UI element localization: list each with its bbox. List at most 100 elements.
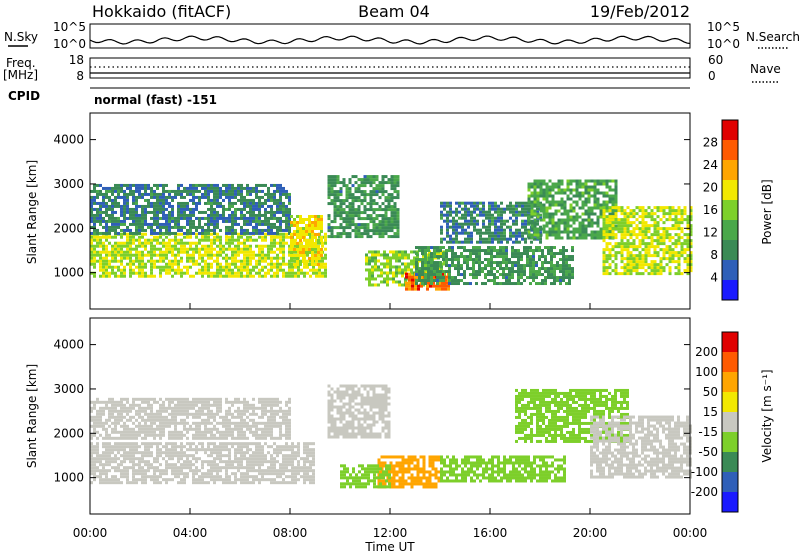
data-cell	[528, 234, 531, 237]
data-cell	[231, 251, 234, 254]
data-cell	[213, 466, 216, 469]
data-cell	[433, 264, 436, 267]
data-cell	[582, 225, 585, 228]
data-cell	[261, 454, 264, 457]
data-cell	[524, 223, 527, 226]
data-cell	[440, 229, 443, 232]
data-cell	[553, 273, 556, 276]
data-cell	[597, 183, 600, 186]
data-cell	[411, 288, 414, 291]
data-cell	[246, 445, 249, 448]
data-cell	[470, 241, 473, 244]
data-cell	[374, 259, 377, 262]
data-cell	[340, 199, 343, 202]
data-cell	[612, 210, 615, 213]
data-cell	[553, 270, 556, 273]
data-cell	[135, 220, 138, 223]
data-cell	[490, 261, 493, 264]
data-cell	[535, 276, 538, 279]
data-cell	[168, 245, 171, 248]
data-cell	[249, 448, 252, 451]
data-cell	[276, 211, 279, 214]
data-cell	[105, 457, 108, 460]
data-cell	[138, 457, 141, 460]
data-cell	[174, 466, 177, 469]
data-cell	[153, 196, 156, 199]
data-cell	[156, 481, 159, 484]
data-cell	[521, 226, 524, 229]
data-cell	[99, 184, 102, 187]
data-cell	[606, 180, 609, 183]
data-cell	[391, 196, 394, 199]
data-cell	[648, 215, 651, 218]
data-cell	[216, 190, 219, 193]
data-cell	[308, 221, 311, 224]
data-cell	[524, 220, 527, 223]
data-cell	[225, 266, 228, 269]
data-cell	[240, 190, 243, 193]
data-cell	[528, 198, 531, 201]
data-cell	[180, 457, 183, 460]
data-cell	[195, 226, 198, 229]
data-cell	[654, 221, 657, 224]
data-cell	[449, 235, 452, 238]
data-cell	[549, 195, 552, 198]
data-cell	[663, 206, 666, 209]
data-cell	[377, 250, 380, 253]
data-cell	[234, 260, 237, 263]
data-cell	[189, 220, 192, 223]
data-cell	[482, 241, 485, 244]
data-cell	[502, 270, 505, 273]
data-cell	[102, 232, 105, 235]
data-cell	[204, 475, 207, 478]
data-cell	[141, 229, 144, 232]
data-cell	[537, 234, 540, 237]
data-cell	[349, 223, 352, 226]
data-cell	[502, 252, 505, 255]
data-cell	[180, 229, 183, 232]
data-cell	[511, 276, 514, 279]
data-cell	[487, 273, 490, 276]
data-cell	[532, 261, 535, 264]
data-cell	[615, 212, 618, 215]
data-cell	[364, 229, 367, 232]
data-cell	[165, 236, 168, 239]
data-cell	[246, 211, 249, 214]
data-cell	[225, 475, 228, 478]
data-cell	[276, 445, 279, 448]
data-cell	[177, 229, 180, 232]
data-cell	[553, 255, 556, 258]
data-cell	[482, 226, 485, 229]
data-cell	[499, 264, 502, 267]
data-cell	[159, 217, 162, 220]
data-cell	[418, 276, 421, 279]
data-cell	[675, 218, 678, 221]
data-cell	[521, 235, 524, 238]
data-cell	[624, 227, 627, 230]
data-cell	[621, 257, 624, 260]
data-cell	[273, 257, 276, 260]
data-cell	[198, 269, 201, 272]
data-cell	[371, 271, 374, 274]
data-cell	[180, 233, 183, 236]
data-cell	[243, 451, 246, 454]
data-cell	[117, 220, 120, 223]
data-cell	[594, 237, 597, 240]
data-cell	[117, 242, 120, 245]
data-cell	[141, 242, 144, 245]
data-cell	[219, 242, 222, 245]
data-cell	[678, 257, 681, 260]
data-cell	[204, 202, 207, 205]
data-cell	[171, 220, 174, 223]
data-cell	[642, 206, 645, 209]
data-cell	[150, 251, 153, 254]
data-cell	[228, 239, 231, 242]
data-cell	[663, 227, 666, 230]
data-cell	[681, 242, 684, 245]
data-cell	[96, 196, 99, 199]
data-cell	[440, 202, 443, 205]
data-cell	[138, 269, 141, 272]
data-cell	[675, 272, 678, 275]
data-cell	[528, 183, 531, 186]
data-cell	[273, 236, 276, 239]
